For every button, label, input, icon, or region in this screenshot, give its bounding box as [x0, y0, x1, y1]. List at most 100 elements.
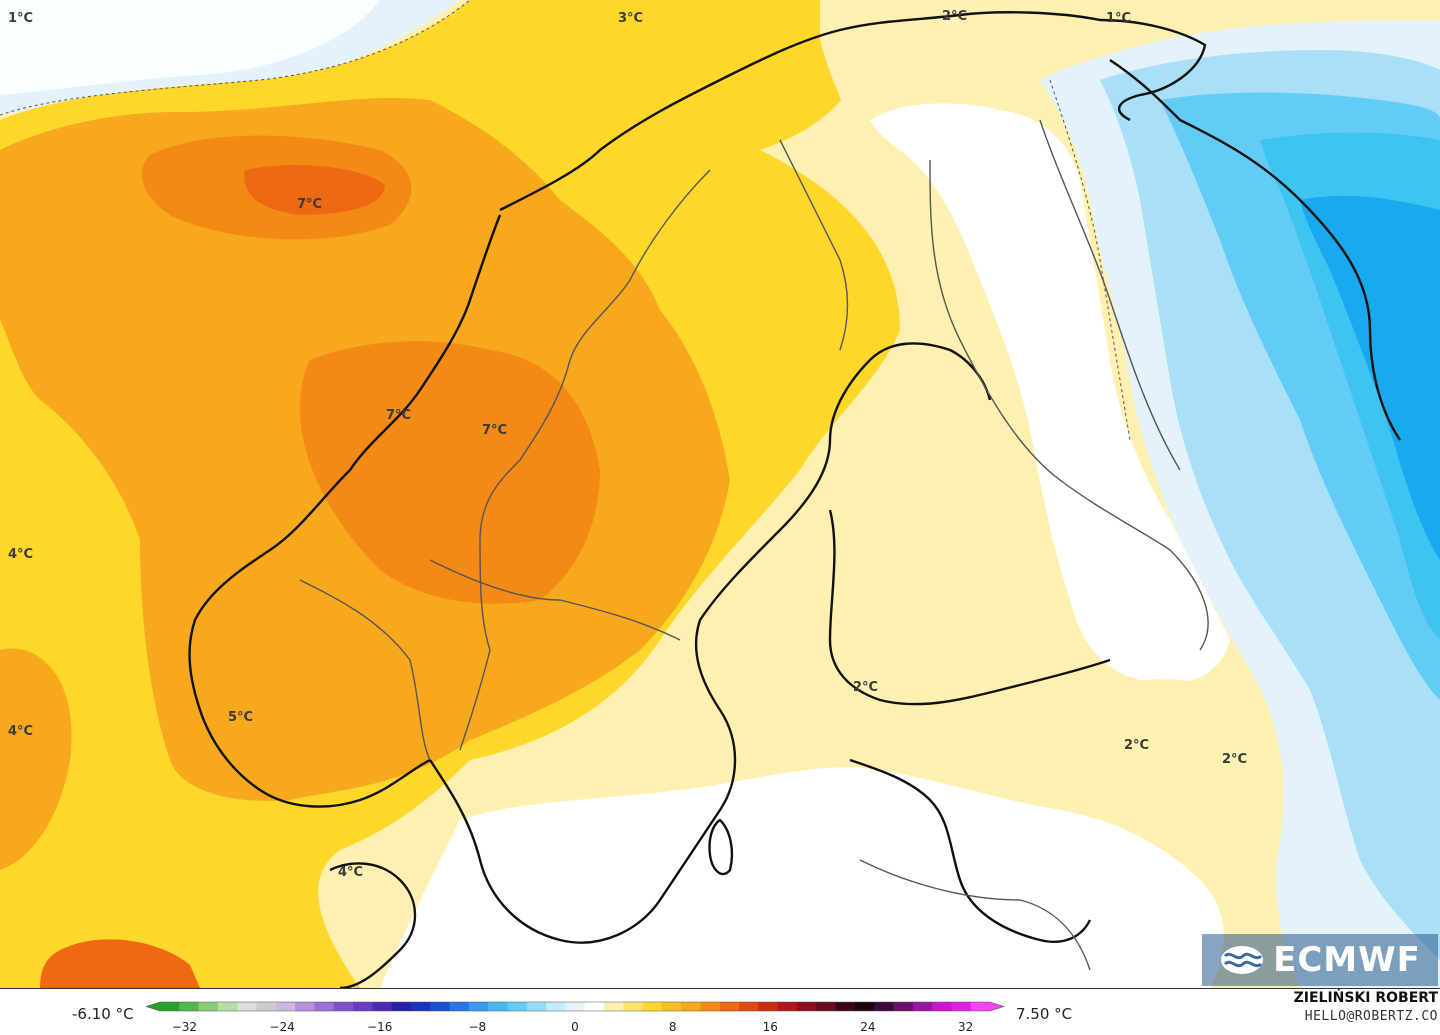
legend-min-label: -6.10 °C	[72, 1005, 134, 1023]
orange-left-band	[0, 648, 72, 870]
legend-swatch	[372, 1002, 393, 1011]
legend-swatch	[835, 1002, 856, 1011]
legend-swatch	[333, 1002, 354, 1011]
temp-label: 7°C	[482, 423, 508, 438]
legend-tick-label: 8	[669, 1020, 677, 1034]
baltic-coast	[849, 758, 1092, 943]
legend-swatch	[777, 1002, 798, 1011]
legend-tick-label: −24	[269, 1020, 294, 1034]
legend-swatch	[275, 1002, 296, 1011]
finland-russia-border	[929, 159, 1209, 651]
legend-swatches	[145, 1001, 1005, 1012]
legend-swatch	[893, 1002, 914, 1011]
white-zone	[870, 103, 1230, 684]
deep-orange-north-core	[244, 165, 385, 215]
color-legend: −32 −24 −16 −8 0 8 16 24 32 -6.10 °C 7.50 °C ZIE…	[0, 989, 1440, 1035]
legend-swatch	[179, 1002, 200, 1011]
author-name: ZIELIŃSKI ROBERT	[1293, 990, 1438, 1006]
coastlines	[188, 11, 1401, 988]
temp-label: 7°C	[386, 408, 412, 423]
legend-swatch	[546, 1002, 566, 1011]
logo-text: ECMWF	[1273, 940, 1421, 980]
ecmwf-logo: ECMWF	[1202, 934, 1438, 986]
south-sweden-county	[429, 559, 681, 641]
temperature-map: 1°C 3°C 2°C 1°C 7°C 7°C 7°C 4°C 4°C 5°C …	[0, 0, 1440, 989]
legend-swatch	[410, 1002, 431, 1011]
legend-swatch	[430, 1002, 451, 1011]
legend-swatch	[874, 1002, 894, 1011]
temp-label: 2°C	[853, 680, 879, 695]
legend-swatch	[603, 1002, 624, 1011]
legend-outline	[145, 1001, 1005, 1012]
temp-label: 2°C	[1222, 752, 1248, 767]
temp-label: 3°C	[618, 11, 644, 26]
deep-orange-south	[40, 939, 200, 988]
legend-swatch	[526, 1002, 547, 1011]
legend-tick-label: 32	[958, 1020, 973, 1034]
baltic-borders	[859, 859, 1091, 971]
legend-swatch	[758, 1002, 779, 1011]
ecmwf-wave-icon	[1221, 946, 1264, 974]
legend-swatch	[932, 1002, 952, 1011]
temp-label: 5°C	[228, 710, 254, 725]
legend-tick-label: 24	[860, 1020, 875, 1034]
legend-swatch	[198, 1002, 219, 1011]
legend-swatch	[854, 1002, 875, 1011]
legend-swatch	[739, 1002, 759, 1011]
temp-label: 4°C	[338, 865, 364, 880]
legend-swatch	[584, 1002, 605, 1011]
pale-yellow-east-blob	[1105, 679, 1313, 860]
temp-label: 2°C	[942, 9, 968, 24]
sweden-coast	[429, 342, 992, 944]
legend-max-label: 7.50 °C	[1016, 1005, 1073, 1023]
map-canvas	[0, 0, 1440, 988]
sweden-finland-border	[779, 139, 849, 351]
temp-label: 7°C	[297, 197, 323, 212]
legend-swatch	[912, 1002, 933, 1011]
russia-coast	[1109, 59, 1401, 441]
norway-west-coast	[188, 214, 502, 808]
legend-swatch	[237, 1002, 258, 1011]
temp-label: 1°C	[8, 11, 34, 26]
south-norway-county	[299, 579, 431, 761]
deep-orange-central	[300, 341, 600, 604]
dashed-isolines	[0, 0, 1131, 441]
legend-swatch	[623, 1002, 644, 1011]
legend-swatch	[391, 1002, 412, 1011]
temp-label: 4°C	[8, 724, 34, 739]
norway-sweden-border	[459, 169, 711, 751]
deep-blue-east-core	[1300, 195, 1440, 561]
legend-swatch	[314, 1002, 335, 1011]
legend-swatch	[353, 1002, 373, 1011]
legend-swatch	[256, 1002, 277, 1011]
legend-swatch	[661, 1002, 682, 1011]
legend-swatch	[816, 1002, 837, 1011]
denmark-coast	[329, 862, 417, 988]
legend-tick-label: 0	[571, 1020, 579, 1034]
pale-yellow-finland	[818, 449, 1050, 697]
legend-swatch	[217, 1002, 238, 1011]
legend-swatch	[565, 1002, 586, 1011]
legend-ticks: −32 −24 −16 −8 0 8 16 24 32	[172, 1020, 973, 1034]
white-zone-south	[380, 767, 1224, 988]
legend-swatch	[642, 1002, 663, 1011]
legend-swatch	[970, 1002, 991, 1011]
legend-swatch	[295, 1002, 315, 1011]
author-email: HELLO@ROBERTZ.CO	[1304, 1009, 1438, 1024]
legend-swatch	[507, 1002, 528, 1011]
legend-swatch	[160, 1002, 180, 1011]
finland-coast	[828, 509, 1111, 706]
temp-label: 2°C	[1124, 738, 1150, 753]
legend-swatch	[681, 1002, 701, 1011]
russia-internal	[1039, 119, 1181, 471]
white-top-left	[0, 0, 380, 95]
gotland	[708, 818, 734, 876]
legend-tick-label: −32	[172, 1020, 197, 1034]
legend-bar: −32 −24 −16 −8 0 8 16 24 32	[145, 1001, 1005, 1034]
norway-coast	[499, 11, 1207, 212]
temp-label: 1°C	[1106, 11, 1132, 26]
legend-swatch	[951, 1002, 972, 1011]
legend-swatch	[719, 1002, 740, 1011]
legend-tick-label: −8	[469, 1020, 487, 1034]
legend-tick-label: 16	[763, 1020, 778, 1034]
